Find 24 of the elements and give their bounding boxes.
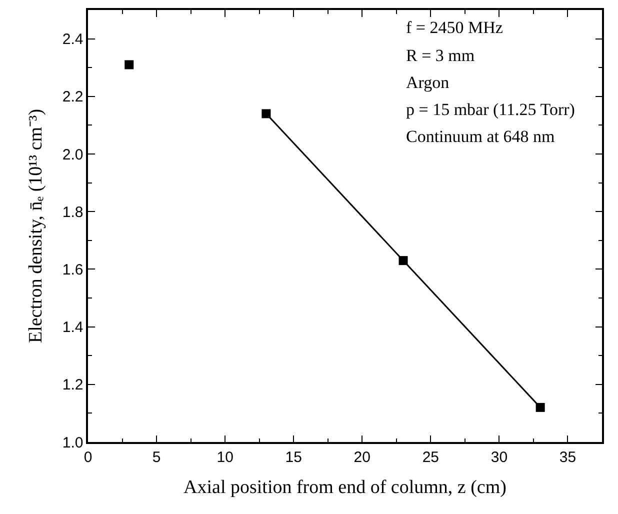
- annotation: f = 2450 MHz: [406, 18, 504, 37]
- x-axis-title: Axial position from end of column, z (cm): [184, 477, 506, 498]
- annotation: R = 3 mm: [406, 46, 475, 65]
- y-tick-label: 1.8: [62, 204, 84, 221]
- y-tick-label: 2.4: [62, 31, 84, 48]
- x-tick-label: 35: [559, 448, 576, 466]
- point: [124, 60, 134, 70]
- x-tick-label: 30: [490, 448, 508, 466]
- annotation: Continuum at 648 nm: [406, 127, 555, 146]
- y-tick-label: 1.6: [62, 261, 84, 278]
- annotation: Argon: [406, 73, 450, 92]
- x-tick-label: 15: [285, 448, 302, 466]
- y-axis-title: Electron density, n̄ₑ (10¹³ cm⁻³): [26, 108, 47, 344]
- y-tick-label: 1.4: [62, 319, 84, 336]
- y-tick-label: 2.2: [62, 88, 84, 106]
- x-tick-label: 25: [422, 448, 440, 466]
- x-tick-label: 0: [84, 448, 92, 466]
- y-tick-label: 1.0: [62, 434, 84, 452]
- y-tick-label: 2.0: [62, 146, 84, 164]
- y-tick-label: 1.2: [62, 376, 84, 394]
- x-tick-label: 20: [354, 448, 370, 466]
- annotation: p = 15 mbar (11.25 Torr): [406, 100, 575, 119]
- x-tick-label: 5: [152, 448, 161, 466]
- x-tick-label: 10: [216, 448, 234, 466]
